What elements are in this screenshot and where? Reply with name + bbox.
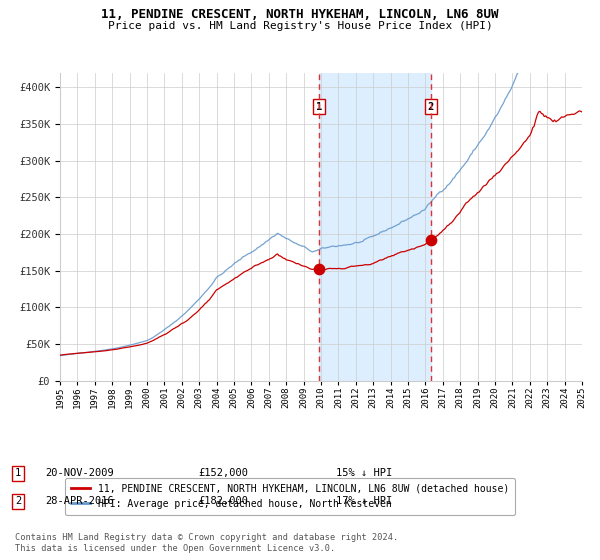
Bar [319,73,431,381]
Point [314,265,324,274]
Text: 20-NOV-2009: 20-NOV-2009 [45,468,114,478]
Point [426,235,436,244]
Text: Price paid vs. HM Land Registry's House Price Index (HPI): Price paid vs. HM Land Registry's House … [107,21,493,31]
Text: £182,000: £182,000 [198,496,248,506]
Text: 2: 2 [428,102,434,111]
Text: 15% ↓ HPI: 15% ↓ HPI [336,468,392,478]
Text: 1: 1 [316,102,322,111]
Text: Contains HM Land Registry data © Crown copyright and database right 2024.
This d: Contains HM Land Registry data © Crown c… [15,533,398,553]
Text: 2: 2 [15,496,21,506]
Text: 17% ↓ HPI: 17% ↓ HPI [336,496,392,506]
Text: 1: 1 [15,468,21,478]
Text: 28-APR-2016: 28-APR-2016 [45,496,114,506]
Text: £152,000: £152,000 [198,468,248,478]
Text: 11, PENDINE CRESCENT, NORTH HYKEHAM, LINCOLN, LN6 8UW: 11, PENDINE CRESCENT, NORTH HYKEHAM, LIN… [101,8,499,21]
Legend: 11, PENDINE CRESCENT, NORTH HYKEHAM, LINCOLN, LN6 8UW (detached house), HPI: Ave: 11, PENDINE CRESCENT, NORTH HYKEHAM, LIN… [65,478,515,515]
